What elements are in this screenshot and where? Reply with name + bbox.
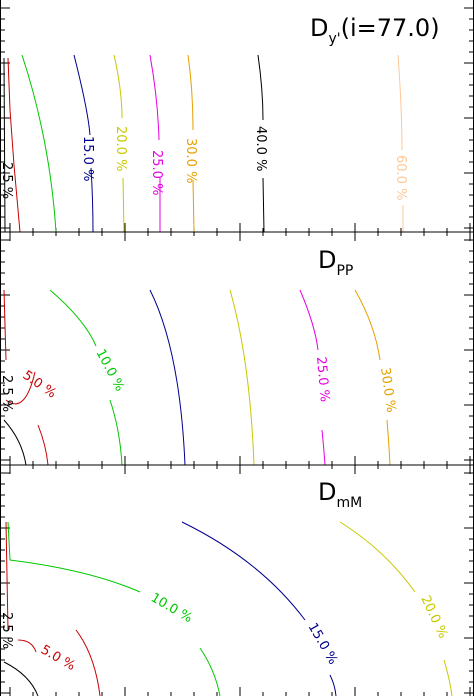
p1-contour-40 (257, 54, 265, 233)
p3-label-10: 10.0 % (148, 590, 195, 626)
panel-2-frame (0, 231, 474, 466)
p3-contour-10 (7, 521, 221, 696)
p1-label-30: 30.0 % (183, 138, 198, 183)
panel-3: DmM 5.0 % 10.0 % 15.0 % 20.0 % 2.5 % (0, 464, 474, 696)
p2-contour-black (3, 419, 27, 466)
p1-label-15: 15.0 % (80, 136, 95, 181)
p1-label-25: 25.0 % (149, 150, 164, 195)
p1-contour-black-edge (3, 57, 6, 233)
p1-contour-25 (149, 54, 161, 232)
panel-3-title: DmM (318, 478, 362, 511)
p1-contour-red (7, 57, 21, 233)
panel-2: DPP 5.0 % 10.0 % 25.0 % 30.0 % 2.5 % (0, 231, 474, 466)
p2-contour-30 (354, 289, 391, 466)
p1-label-20: 20.0 % (113, 126, 128, 171)
p3-contour-black (3, 661, 39, 696)
p1-contour-green (21, 54, 57, 233)
p2-label-30: 30.0 % (377, 366, 398, 413)
p2-contour-20 (229, 289, 255, 466)
p3-label-5: 5.0 % (38, 642, 78, 674)
p1-contour-20 (113, 54, 125, 233)
panel-2-title: DPP (318, 246, 353, 279)
p2-contour-10 (49, 289, 123, 466)
panel-1-title: Dy'(i=77.0) (310, 14, 440, 47)
p3-contour-20 (339, 521, 453, 696)
panel-1: Dy'(i=77.0) 15.0 % 20.0 % 25.0 % 30.0 % … (0, 0, 474, 233)
p2-label-25: 25.0 % (313, 356, 332, 403)
p1-contour-15 (73, 54, 94, 233)
p3-label-20: 20.0 % (417, 593, 450, 641)
panel-3-ticks (0, 465, 474, 696)
p1-edge-label: 2.5 % (0, 162, 14, 199)
p1-contour-30 (187, 54, 195, 233)
p3-contour-5 (5, 521, 101, 696)
p2-contour-15 (149, 289, 186, 466)
p3-edge-label: 2.5 % (0, 612, 14, 649)
p3-label-15: 15.0 % (305, 621, 341, 668)
panel-2-ticks (0, 232, 474, 465)
p2-contour-25 (299, 289, 326, 466)
p1-contour-60 (397, 54, 404, 232)
p2-contour-5 (3, 289, 49, 466)
p2-edge-label: 2.5 % (0, 375, 14, 412)
p1-label-40: 40.0 % (253, 126, 268, 171)
p2-label-10: 10.0 % (92, 347, 127, 394)
p3-contour-15 (181, 521, 337, 696)
p1-label-60: 60.0 % (393, 155, 408, 200)
